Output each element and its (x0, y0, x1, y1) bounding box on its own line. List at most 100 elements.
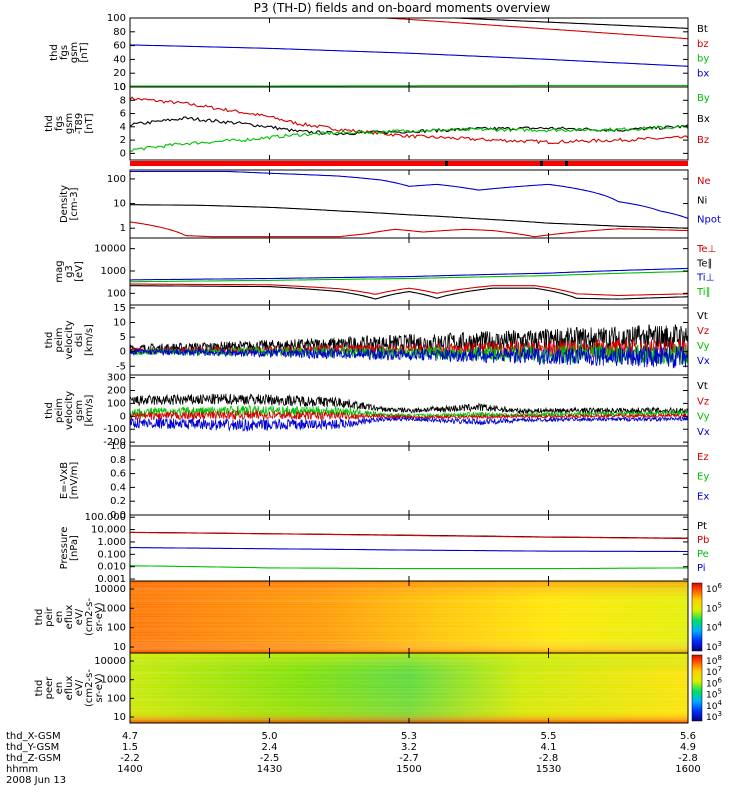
colorbar-tick-label: 104 (706, 621, 722, 634)
y-axis-label: sr-eV) (94, 602, 105, 631)
x-tick-label: -2.8 (678, 753, 698, 764)
x-tick-label: 5.0 (262, 731, 278, 742)
y-tick-label: 100 (107, 693, 126, 704)
colorbar (692, 655, 702, 721)
legend-label: Ti∥ (696, 287, 711, 298)
colorbar-tick-label: 106 (706, 582, 722, 595)
flag-mark (565, 161, 568, 166)
y-tick-label: 40 (113, 54, 126, 65)
legend-label: Pb (697, 535, 709, 546)
y-tick-label: 100 (107, 398, 126, 409)
y-tick-label: 10000 (94, 244, 126, 255)
legend-label: Vx (697, 427, 710, 438)
y-tick-label: 100 (107, 288, 126, 299)
x-tick-label: 4.9 (680, 742, 696, 753)
legend-label: bx (697, 68, 709, 79)
x-tick-label: 1.5 (122, 742, 138, 753)
y-axis-label: [cm-3] (69, 187, 80, 220)
legend-label: Vz (697, 326, 709, 337)
legend-label: Ez (697, 452, 709, 463)
colorbar-tick-label: 105 (706, 601, 722, 614)
y-tick-label: 10 (113, 318, 126, 329)
y-axis-label: [nPa] (69, 535, 80, 561)
y-tick-label: 20 (113, 68, 126, 79)
legend-label: Bt (697, 24, 708, 35)
x-tick-label: 3.2 (401, 742, 417, 753)
y-tick-label: 10 (113, 199, 126, 210)
flag-mark (540, 161, 543, 166)
y-tick-label: 10000 (94, 584, 126, 595)
y-axis-label: [eV] (74, 261, 85, 282)
flag-bar (130, 161, 688, 166)
x-tick-label: 4.7 (122, 731, 138, 742)
legend-label: Vy (697, 412, 710, 423)
y-tick-label: 8 (120, 95, 126, 106)
y-axis-label: [nT] (79, 42, 90, 62)
y-tick-label: 0.4 (110, 482, 126, 493)
plot-area (130, 170, 688, 238)
y-axis-label: [nT] (84, 113, 95, 133)
y-tick-label: 0.6 (110, 469, 126, 480)
x-tick-label: 1530 (536, 764, 561, 775)
x-axis-row-label: hhmm (6, 764, 38, 775)
plot-area (130, 18, 688, 87)
y-tick-label: 1.000 (97, 537, 126, 548)
y-tick-label: 60 (113, 41, 126, 52)
panel-8: 100.00010.0001.0000.1000.0100.001PtPbPeP… (59, 512, 709, 585)
figure-title: P3 (TH-D) fields and on-board moments ov… (254, 1, 551, 15)
y-tick-label: 100 (107, 174, 126, 185)
legend-label: Te∥ (696, 258, 713, 269)
x-axis-row-label: thd_X-GSM (6, 731, 61, 742)
y-tick-label: 10 (113, 642, 126, 653)
y-axis-label: [mV/m] (69, 462, 80, 500)
y-tick-label: 200 (107, 385, 126, 396)
y-tick-label: 0.100 (97, 549, 126, 560)
legend-label: Bx (697, 114, 710, 125)
y-tick-label: 10000 (94, 656, 126, 667)
legend-label: Vy (697, 341, 710, 352)
x-tick-label: -2.2 (120, 753, 140, 764)
legend-label: Ni (697, 195, 707, 206)
legend-label: Vx (697, 356, 710, 367)
legend-label: Ex (697, 491, 709, 502)
legend-label: Bz (697, 135, 709, 146)
y-tick-label: 0 (120, 411, 126, 422)
x-tick-label: 1430 (257, 764, 282, 775)
y-tick-label: 10 (113, 82, 126, 93)
plot-area (130, 446, 688, 515)
legend-label: Ey (697, 472, 709, 483)
colorbar-tick-label: 103 (706, 640, 722, 653)
y-tick-label: 4 (120, 122, 126, 133)
x-axis-row-label: thd_Y-GSM (6, 742, 59, 753)
legend-label: Vt (697, 381, 708, 392)
y-tick-label: 10.000 (91, 525, 126, 536)
y-tick-label: 100 (107, 13, 126, 24)
y-axis-label: [km/s] (84, 324, 95, 356)
y-tick-label: 100 (107, 623, 126, 634)
y-tick-label: 0 (120, 347, 126, 358)
legend-label: Te⊥ (696, 244, 716, 255)
y-tick-label: -100 (103, 424, 126, 435)
y-tick-label: 1000 (101, 266, 126, 277)
y-tick-label: 0.010 (97, 562, 126, 573)
legend-label: By (697, 93, 710, 104)
x-tick-label: 5.3 (401, 731, 417, 742)
y-axis-label: sr-eV) (94, 673, 105, 702)
legend-label: bz (697, 39, 709, 50)
y-tick-label: 1 (120, 223, 126, 234)
y-tick-label: 5 (120, 332, 126, 343)
colorbar-tick-label: 103 (706, 710, 722, 723)
x-tick-label: -2.5 (260, 753, 280, 764)
x-tick-label: 5.6 (680, 731, 696, 742)
x-tick-label: -2.8 (539, 753, 559, 764)
y-tick-label: 1.0 (110, 441, 126, 452)
flag-mark (445, 161, 448, 166)
y-tick-label: 6 (120, 109, 126, 120)
y-tick-label: 10 (113, 712, 126, 723)
